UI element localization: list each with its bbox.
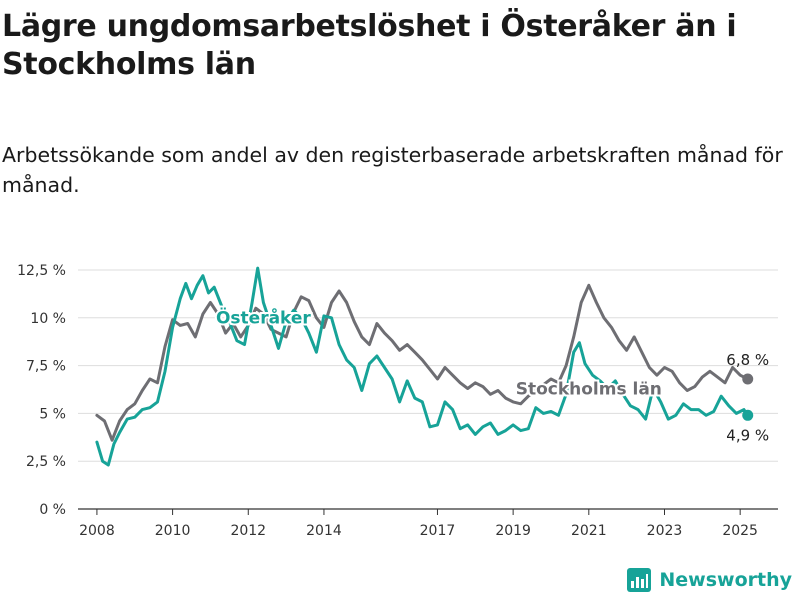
newsworthy-logo-icon xyxy=(627,568,652,592)
series-lines xyxy=(95,266,754,467)
x-tick-label: 2014 xyxy=(306,523,342,539)
line-chart: 0 %2,5 %5 %7,5 %10 %12,5 % 2008 2010 2012 2… xyxy=(17,263,778,539)
y-axis-labels: 0 % 2,5 % 5 % 7,5 % 10 % 12,5 % xyxy=(17,263,66,518)
y-tick-label: 7,5 % xyxy=(26,359,66,375)
end-label-osteraker: 4,9 % xyxy=(726,426,769,444)
chart-title: Lägre ungdomsarbetslöshet i Österåker än… xyxy=(2,9,737,82)
y-tick-label: 12,5 % xyxy=(17,263,66,279)
series-line-osteraker xyxy=(95,266,750,467)
x-tick-label: 2021 xyxy=(571,523,607,539)
brand-name: Newsworthy xyxy=(659,569,792,591)
brand-logo: Newsworthy xyxy=(627,568,792,592)
series-line-stockholms-lan xyxy=(95,283,750,442)
end-label-stockholms-lan: 6,8 % xyxy=(726,351,769,369)
inline-label-osteraker: Österåker xyxy=(216,307,311,329)
x-tick-label: 2019 xyxy=(495,523,531,539)
y-tick-label: 5 % xyxy=(39,406,66,422)
x-tick-label: 2017 xyxy=(420,523,456,539)
x-tick-label: 2010 xyxy=(155,523,191,539)
x-tick-label: 2023 xyxy=(647,523,683,539)
inline-label-stockholms-lan: Stockholms län xyxy=(516,379,662,399)
chart-subtitle: Arbetssökande som andel av den registerb… xyxy=(2,143,783,197)
gridlines xyxy=(78,269,778,510)
y-tick-label: 10 % xyxy=(30,311,66,327)
y-tick-label: 0 % xyxy=(39,502,66,518)
x-tick-label: 2012 xyxy=(230,523,266,539)
x-axis: 2008 2010 2012 2014 2017 2019 2021 2023 2025 xyxy=(79,509,758,539)
x-tick-label: 2008 xyxy=(79,523,115,539)
series-labels: 6,8 % 4,9 % Stockholms län Österåker xyxy=(214,305,769,445)
end-point-osteraker xyxy=(742,409,754,421)
x-tick-label: 2025 xyxy=(722,523,758,539)
end-point-stockholms-lan xyxy=(742,373,754,385)
y-tick-label: 2,5 % xyxy=(26,454,66,470)
